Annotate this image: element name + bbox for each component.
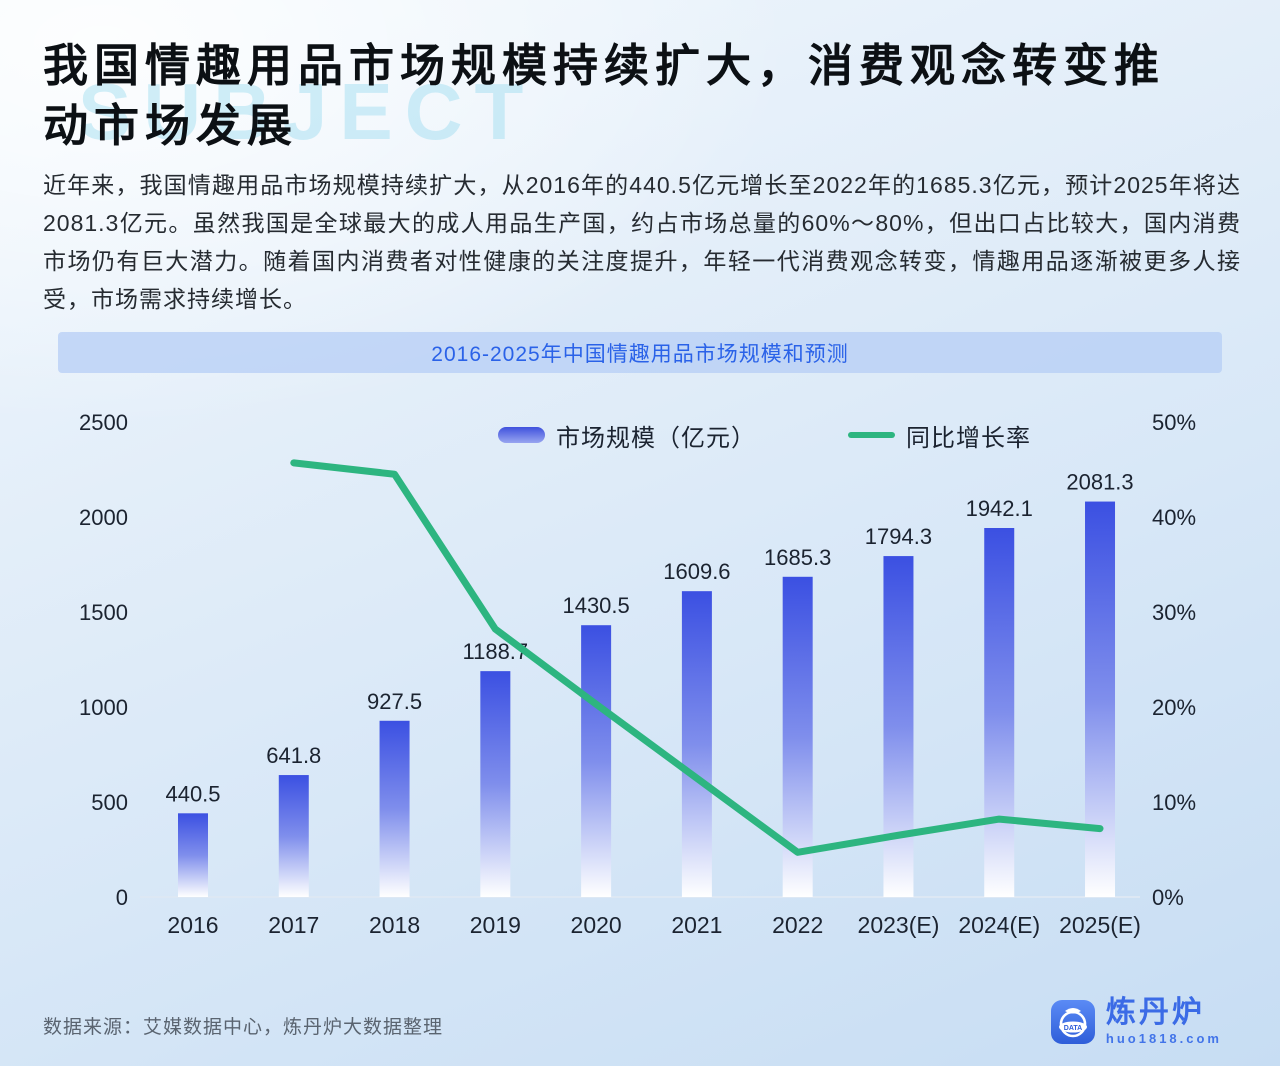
x-axis-label: 2022 xyxy=(772,912,823,938)
background-watermark: SUBJECT xyxy=(78,67,536,156)
bar-2024(E) xyxy=(984,528,1015,897)
left-axis-tick: 2500 xyxy=(79,410,128,435)
bar-2020 xyxy=(581,625,612,897)
left-axis-tick: 1000 xyxy=(79,695,128,720)
bar-value-label: 440.5 xyxy=(165,781,220,806)
line-series-swatch-icon xyxy=(848,432,895,438)
intro-paragraph: 近年来，我国情趣用品市场规模持续扩大，从2016年的440.5亿元增长至2022… xyxy=(43,172,1241,312)
bar-2025(E) xyxy=(1085,501,1116,897)
bar-value-label: 1794.3 xyxy=(865,524,932,549)
bar-value-label: 1685.3 xyxy=(764,545,831,570)
bar-2019 xyxy=(480,671,511,897)
legend-label-growth-rate: 同比增长率 xyxy=(906,424,1031,452)
bar-value-label: 2081.3 xyxy=(1066,470,1133,495)
bar-2023(E) xyxy=(883,556,914,897)
x-axis-label: 2024(E) xyxy=(958,912,1040,938)
right-axis-tick: 20% xyxy=(1152,695,1196,720)
x-axis-label: 2025(E) xyxy=(1059,912,1141,938)
bar-2018 xyxy=(379,720,410,897)
left-axis-tick: 1500 xyxy=(79,600,128,625)
right-axis-tick: 30% xyxy=(1152,600,1196,625)
bar-value-label: 641.8 xyxy=(266,743,321,768)
x-axis-label: 2020 xyxy=(571,912,622,938)
chart-legend: 市场规模（亿元） 同比增长率 xyxy=(0,424,1280,452)
right-axis-tick: 50% xyxy=(1152,410,1196,435)
bar-series-swatch-icon xyxy=(498,427,545,443)
legend-item-growth-rate: 同比增长率 xyxy=(848,424,1031,452)
bar-2017 xyxy=(278,775,309,897)
bar-2016 xyxy=(178,813,208,897)
bar-value-label: 1942.1 xyxy=(966,496,1033,521)
legend-label-market-size: 市场规模（亿元） xyxy=(556,424,756,452)
chart-area: 市场规模（亿元） 同比增长率 0 500 1000 1500 2000 2500 0% 10%… xyxy=(0,380,1280,980)
right-axis-tick: 10% xyxy=(1152,790,1196,815)
chart-title-bar: 2016-2025年中国情趣用品市场规模和预测 xyxy=(58,332,1222,373)
logo-badge-text: DATA xyxy=(1064,1025,1082,1032)
left-axis-tick: 0 xyxy=(116,885,128,910)
bar-value-label: 1430.5 xyxy=(562,593,629,618)
data-source-note: 数据来源：艾媒数据中心，炼丹炉大数据整理 xyxy=(43,1017,444,1038)
legend-item-market-size: 市场规模（亿元） xyxy=(498,424,756,452)
logo-url: huo1818.com xyxy=(1105,1031,1222,1046)
bar-2021 xyxy=(681,591,712,897)
x-axis-label: 2018 xyxy=(369,912,420,938)
bar-value-label: 927.5 xyxy=(367,689,422,714)
left-axis-tick: 2000 xyxy=(79,505,128,530)
brand-logo: DATA 炼丹炉 huo1818.com xyxy=(1050,998,1222,1045)
x-axis-label: 2019 xyxy=(470,912,521,938)
x-axis-label: 2021 xyxy=(671,912,722,938)
logo-name: 炼丹炉 xyxy=(1105,996,1205,1029)
liandanlu-logo-icon: DATA xyxy=(1050,999,1095,1044)
x-axis-label: 2016 xyxy=(167,912,218,938)
x-axis-label: 2023(E) xyxy=(858,912,940,938)
right-axis-tick: 0% xyxy=(1152,885,1184,910)
market-size-growth-chart: 0 500 1000 1500 2000 2500 0% 10% 20% 30% 40% 50% 440… xyxy=(79,410,1196,938)
growth-rate-line xyxy=(290,459,1104,856)
left-axis-tick: 500 xyxy=(91,790,128,815)
right-axis-tick: 40% xyxy=(1152,505,1196,530)
chart-title: 2016-2025年中国情趣用品市场规模和预测 xyxy=(431,342,849,366)
page-title: 我国情趣用品市场规模持续扩大，消费观念转变推 动市场发展 xyxy=(43,40,1166,151)
bar-value-label: 1609.6 xyxy=(663,559,730,584)
x-axis-label: 2017 xyxy=(268,912,319,938)
